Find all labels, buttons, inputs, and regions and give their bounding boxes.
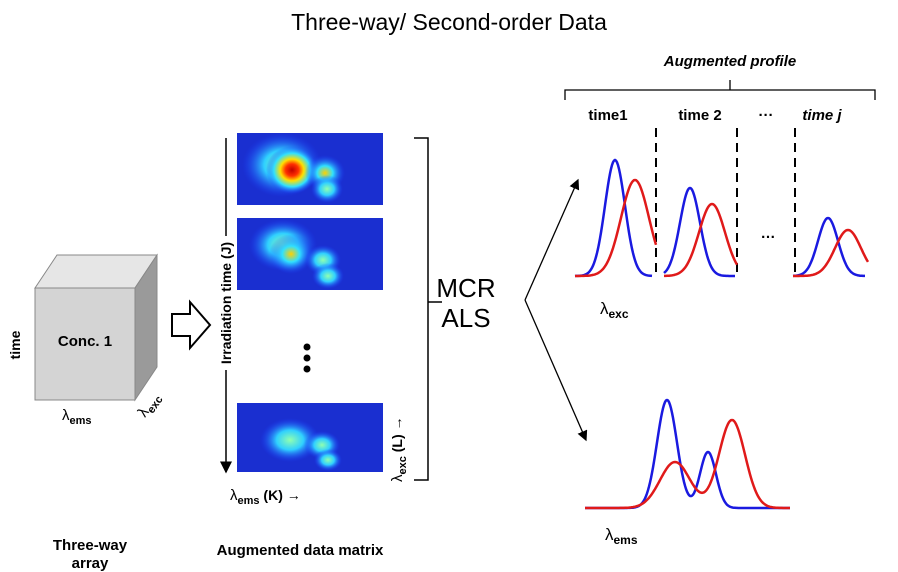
header: time1 xyxy=(588,107,627,124)
caption: Three-way xyxy=(53,537,128,554)
header: time j xyxy=(802,107,842,124)
profile-curve xyxy=(793,228,870,278)
symbol: λ xyxy=(230,487,238,504)
rest: (L) → xyxy=(389,416,405,456)
symbol: λ xyxy=(389,474,406,482)
caption: array xyxy=(72,555,109,572)
subscript: ems xyxy=(70,415,92,427)
profile-curve xyxy=(663,186,735,278)
bracket-label: Augmented profile xyxy=(663,53,797,70)
heatmap xyxy=(237,133,383,205)
arrow xyxy=(524,178,580,301)
subscript: ems xyxy=(614,533,638,547)
caption: Augmented data matrix xyxy=(217,542,384,559)
matrix-axis: Irradiation time (J) xyxy=(218,242,234,364)
ellipsis: … xyxy=(761,225,776,242)
profile-curve xyxy=(585,418,790,510)
heatmap xyxy=(237,403,383,472)
cube-axis: time xyxy=(7,330,23,359)
curves xyxy=(574,158,870,510)
subscript: ems xyxy=(238,495,260,507)
profile-curve xyxy=(585,398,790,510)
header: time 2 xyxy=(678,107,721,124)
method: ALS xyxy=(441,303,490,333)
bracket xyxy=(414,137,442,481)
method: MCR xyxy=(436,273,495,303)
symbol: λ xyxy=(605,525,614,544)
hollow-arrow xyxy=(171,299,212,351)
profile-axis: λexc xyxy=(600,299,629,321)
symbol: λ xyxy=(600,299,609,318)
profile-curve xyxy=(575,178,658,278)
bracket xyxy=(564,80,876,100)
profile-curve xyxy=(664,202,739,278)
header: ··· xyxy=(759,107,774,124)
cube xyxy=(34,253,158,402)
separator xyxy=(655,128,796,278)
rest: (K) → xyxy=(260,487,301,503)
vertical-dots xyxy=(303,343,311,373)
symbol: λ xyxy=(62,407,70,424)
arrow xyxy=(524,299,588,442)
profile-curve xyxy=(574,158,653,278)
subscript: exc xyxy=(609,307,629,321)
matrix-axis: λexc (L) → xyxy=(389,416,409,482)
matrix-axis: λems (K) → xyxy=(230,487,301,507)
subscript: exc xyxy=(397,456,409,474)
cube-axis: λems xyxy=(62,407,92,427)
cube-label: Conc. 1 xyxy=(58,333,112,350)
heatmap xyxy=(237,218,383,290)
profile-curve xyxy=(792,216,865,278)
profile-axis: λems xyxy=(605,525,638,547)
title: Three-way/ Second-order Data xyxy=(291,9,607,35)
